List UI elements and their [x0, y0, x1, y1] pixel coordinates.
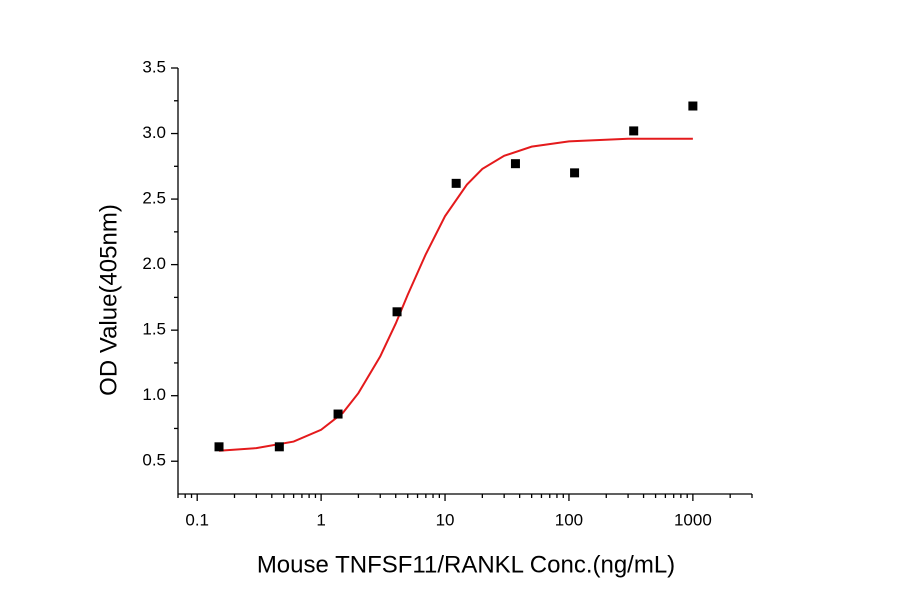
y-tick-label: 3.5	[142, 57, 166, 76]
data-point	[688, 101, 698, 111]
y-tick-label: 1.5	[142, 320, 166, 339]
x-tick-label: 100	[555, 510, 583, 529]
data-point	[570, 168, 580, 178]
y-axis-title: OD Value(405nm)	[95, 204, 122, 396]
data-point	[392, 307, 402, 317]
x-axis-title: Mouse TNFSF11/RANKL Conc.(ng/mL)	[257, 551, 675, 578]
data-point	[333, 409, 343, 419]
data-point	[510, 159, 520, 169]
data-point	[274, 442, 284, 452]
y-tick-label: 0.5	[142, 451, 166, 470]
y-tick-label: 3.0	[142, 123, 166, 142]
x-tick-label: 0.1	[185, 510, 209, 529]
x-tick-label: 1000	[674, 510, 712, 529]
y-tick-label: 1.0	[142, 385, 166, 404]
x-tick-label: 1	[316, 510, 325, 529]
data-point	[451, 178, 461, 188]
y-tick-label: 2.5	[142, 189, 166, 208]
data-point	[214, 442, 224, 452]
x-tick-label: 10	[436, 510, 455, 529]
fit-curve	[218, 137, 693, 452]
y-tick-label: 2.0	[142, 254, 166, 273]
data-point	[629, 126, 639, 136]
